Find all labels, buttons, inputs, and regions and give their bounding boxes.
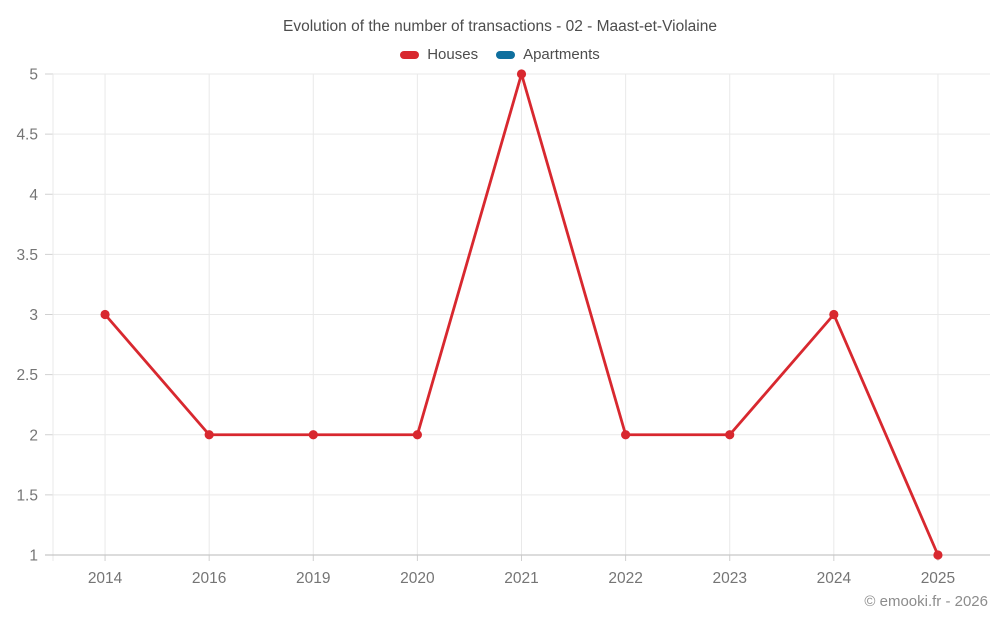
y-tick-label: 1 (29, 548, 38, 565)
y-tick-label: 2.5 (16, 367, 38, 384)
data-point-houses-2019[interactable] (308, 430, 318, 440)
data-point-houses-2024[interactable] (829, 309, 839, 320)
y-tick-label: 3.5 (16, 247, 38, 264)
data-point-houses-2016[interactable] (204, 430, 214, 440)
apartments-series-swatch-icon (496, 50, 516, 59)
x-tick-label: 2021 (504, 570, 538, 587)
legend-label-apartments: Apartments (523, 46, 600, 63)
x-tick-label: 2014 (88, 570, 123, 587)
data-point-houses-2020[interactable] (412, 430, 422, 440)
legend-label-houses: Houses (427, 46, 479, 63)
legend-item-houses[interactable]: Houses (400, 46, 478, 63)
legend: Houses Apartments (0, 46, 1000, 63)
y-tick-label: 3 (29, 307, 38, 324)
legend-item-apartments[interactable]: Apartments (496, 46, 600, 63)
y-tick-label: 4 (29, 187, 38, 204)
data-point-houses-2021[interactable] (516, 69, 527, 79)
y-tick-label: 2 (29, 427, 38, 444)
x-tick-label: 2022 (608, 570, 642, 587)
copyright-watermark: © emooki.fr - 2026 (864, 593, 988, 610)
x-tick-label: 2019 (296, 570, 330, 587)
y-tick-label: 4.5 (16, 127, 38, 144)
data-point-houses-2022[interactable] (621, 430, 631, 440)
x-tick-label: 2024 (817, 570, 852, 587)
data-point-houses-2014[interactable] (100, 309, 110, 320)
data-point-houses-2025[interactable] (933, 550, 943, 560)
chart-title: Evolution of the number of transactions … (283, 18, 717, 35)
houses-series-swatch-icon (400, 50, 420, 59)
y-tick-label: 1.5 (16, 487, 38, 504)
x-tick-label: 2020 (400, 570, 435, 587)
x-tick-label: 2016 (192, 570, 226, 587)
y-tick-label: 5 (29, 67, 38, 84)
x-tick-label: 2023 (712, 570, 746, 587)
x-tick-label: 2025 (921, 570, 955, 587)
data-point-houses-2023[interactable] (725, 430, 735, 440)
